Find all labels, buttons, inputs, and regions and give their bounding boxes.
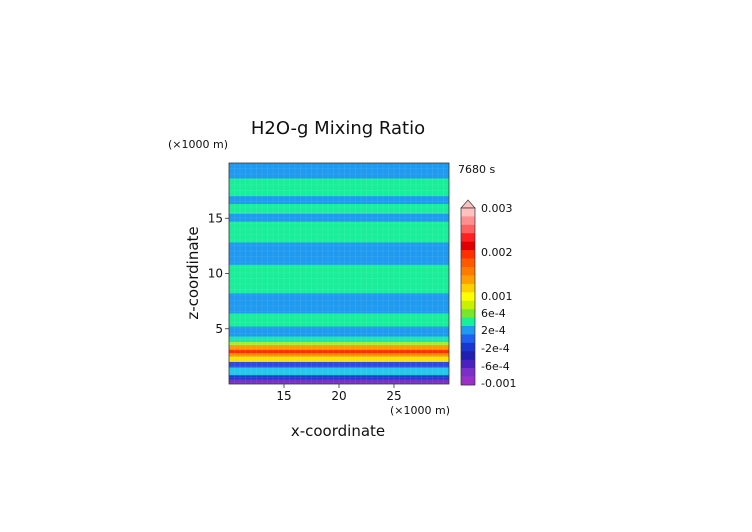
plot-area (228, 162, 450, 385)
colorbar-label: 0.003 (481, 202, 513, 215)
chart-title: H2O-g Mixing Ratio (251, 118, 425, 139)
colorbar-arrow (460, 199, 476, 209)
x-unit-label: (×1000 m) (390, 404, 450, 417)
colorbar-segment-16 (461, 342, 475, 352)
colorbar-segment-1 (461, 216, 475, 226)
colorbar-label: 0.001 (481, 290, 513, 303)
colorbar-segment-7 (461, 267, 475, 276)
y-tick-label: 5 (215, 322, 223, 336)
colorbar-label: -6e-4 (481, 360, 510, 373)
colorbar-label: -0.001 (481, 377, 516, 390)
contour-band-13 (229, 264, 449, 294)
colorbar-segment-4 (461, 241, 475, 251)
colorbar-segment-13 (461, 317, 475, 327)
colorbar-label: 6e-4 (481, 307, 506, 320)
contour-band-5 (229, 353, 449, 357)
contour-band-16 (229, 213, 449, 222)
colorbar-segment-18 (461, 359, 475, 369)
contour-band-18 (229, 196, 449, 204)
colorbar-frame (460, 207, 476, 386)
contour-band-20 (229, 163, 449, 179)
colorbar-segment-11 (461, 300, 475, 310)
colorbar-segment-2 (461, 224, 475, 234)
colorbar-segment-14 (461, 326, 475, 335)
colorbar-segment-20 (461, 376, 475, 386)
grid (228, 162, 450, 384)
x-tick-label: 15 (276, 389, 291, 403)
time-label: 7680 s (458, 163, 495, 176)
contour-band-8 (229, 342, 449, 346)
contour-band-7 (229, 345, 449, 350)
x-tick-label: 25 (386, 389, 401, 403)
contour-band-0 (229, 379, 449, 384)
colorbar-segment-19 (461, 368, 475, 377)
contour-band-12 (229, 293, 449, 314)
y-tick-label: 15 (208, 211, 223, 225)
contour-band-19 (229, 178, 449, 197)
contour-band-11 (229, 313, 449, 327)
contour-band-14 (229, 242, 449, 265)
y-axis-label: z-coordinate (184, 226, 202, 319)
contour-band-3 (229, 361, 449, 368)
colorbar-label: 2e-4 (481, 324, 506, 337)
contour-band-1 (229, 375, 449, 380)
colorbar-segment-17 (461, 351, 475, 361)
colorbar-segment-0 (461, 208, 475, 217)
colorbar-segment-9 (461, 283, 475, 293)
contour-band-17 (229, 203, 449, 214)
contour-band-10 (229, 326, 449, 337)
colorbar-segment-15 (461, 334, 475, 344)
colorbar-segment-6 (461, 258, 475, 268)
contour-band-15 (229, 221, 449, 243)
colorbar-label: -2e-4 (481, 342, 510, 355)
y-tick-label: 10 (208, 267, 223, 281)
x-ticks: 15 20 25 (276, 384, 402, 403)
x-tick-label: 20 (331, 389, 346, 403)
contour-band-9 (229, 336, 449, 343)
colorbar-segment-10 (461, 292, 475, 302)
colorbar-segment-8 (461, 275, 475, 285)
colorbar-label: 0.002 (481, 246, 513, 259)
colorbar-segment-5 (461, 250, 475, 259)
contour-band-6 (229, 349, 449, 354)
contour-band-4 (229, 356, 449, 362)
y-unit-label: (×1000 m) (168, 138, 228, 151)
contour-band-2 (229, 367, 449, 376)
colorbar-segment-3 (461, 233, 475, 243)
x-axis-label: x-coordinate (291, 422, 385, 440)
colorbar: 0.003 0.002 0.001 6e-4 2e-4 -2e-4 -6e-4 -0.001 (460, 199, 516, 390)
colorbar-segment-12 (461, 309, 475, 318)
y-ticks: 5 10 15 (208, 211, 229, 336)
